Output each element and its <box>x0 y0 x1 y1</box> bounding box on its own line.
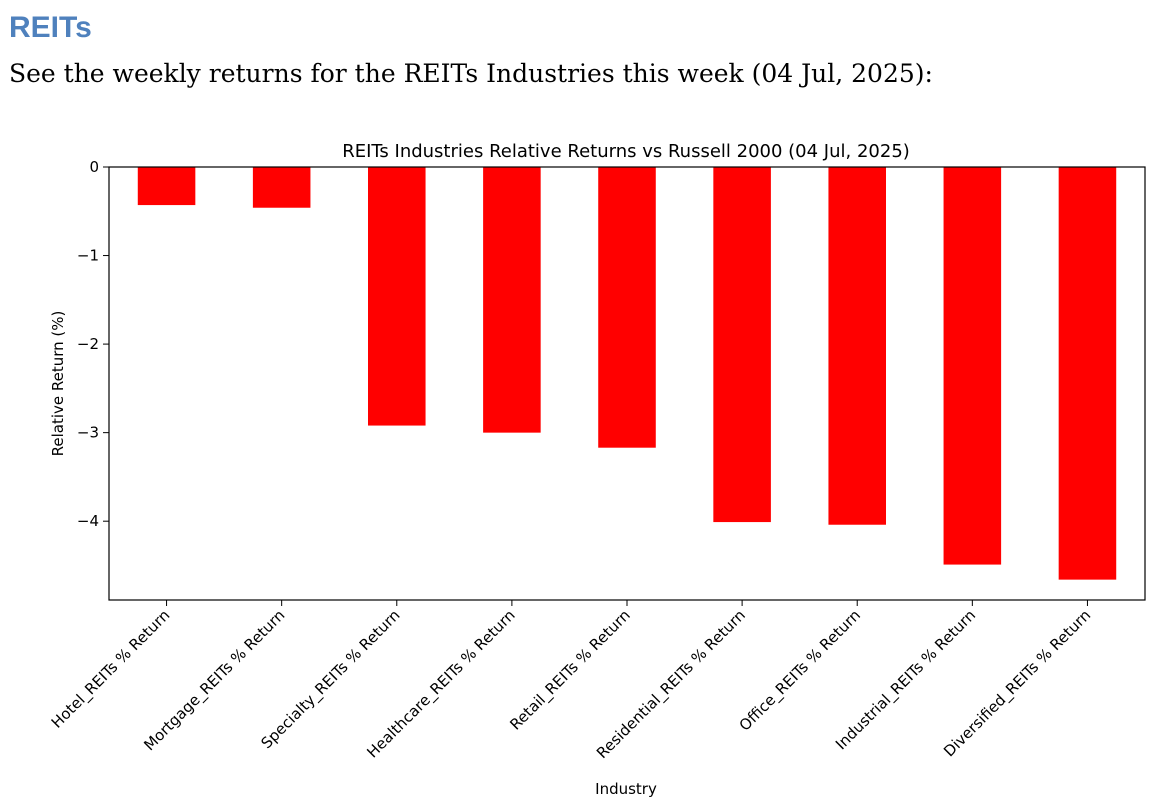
x-tick-label: Retail_REITs % Return <box>506 606 634 734</box>
x-tick-label: Hotel_REITs % Return <box>48 606 174 732</box>
bar <box>598 167 656 448</box>
bar <box>943 167 1002 565</box>
x-tick-label: Office_REITs % Return <box>736 606 865 735</box>
bar <box>828 167 886 525</box>
y-tick-label: −1 <box>77 247 99 265</box>
plot-area-frame <box>108 166 1146 601</box>
bar <box>713 167 771 523</box>
y-tick-label: 0 <box>89 158 99 176</box>
bar <box>137 167 196 206</box>
bar <box>368 167 426 426</box>
y-tick-label: −4 <box>77 512 99 530</box>
bars-group <box>137 167 1117 580</box>
x-axis-label: Industry <box>595 780 657 798</box>
chart-title: REITs Industries Relative Returns vs Rus… <box>342 141 910 162</box>
intro-text: See the weekly returns for the REITs Ind… <box>9 59 933 88</box>
y-tick-label: −3 <box>77 424 99 442</box>
bar <box>483 167 541 433</box>
y-axis-label: Relative Return (%) <box>49 311 67 457</box>
y-axis-ticks: 0 −1 −2 −3 −4 <box>77 158 109 530</box>
bar <box>1058 167 1117 580</box>
bar-chart: REITs Industries Relative Returns vs Rus… <box>48 141 1146 798</box>
bar <box>252 167 311 208</box>
section-heading: REITs <box>9 11 92 44</box>
y-tick-label: −2 <box>77 335 99 353</box>
